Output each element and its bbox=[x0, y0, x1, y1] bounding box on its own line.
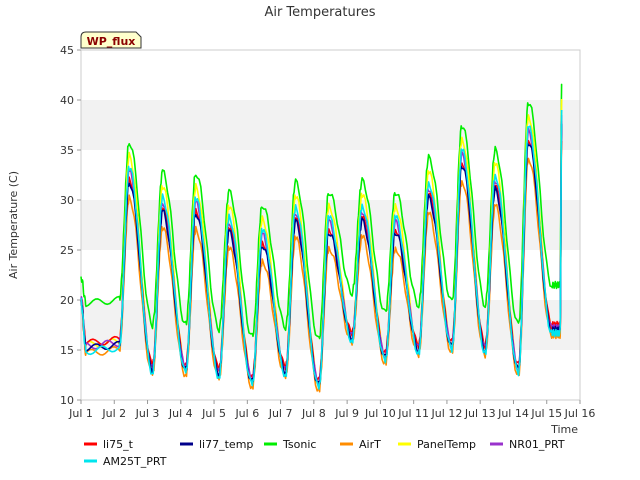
legend-item-tsonic: Tsonic bbox=[264, 438, 316, 451]
series-line-paneltemp bbox=[80, 98, 563, 384]
x-axis-label: Time bbox=[550, 423, 578, 436]
legend-label: AirT bbox=[359, 438, 381, 451]
legend-item-nr01-prt: NR01_PRT bbox=[490, 438, 565, 451]
series-layer bbox=[80, 83, 563, 393]
x-tick-label: Jul 2 bbox=[101, 407, 126, 420]
x-tick-label: Jul 5 bbox=[201, 407, 226, 420]
legend-label: li77_temp bbox=[199, 438, 253, 451]
plot-area bbox=[80, 49, 581, 401]
grid-band-0 bbox=[81, 300, 580, 350]
x-tick-label: Jul 13 bbox=[464, 407, 496, 420]
site-badge: WP_flux bbox=[80, 31, 142, 49]
x-tick-label: Jul 7 bbox=[268, 407, 293, 420]
legend-item-airt: AirT bbox=[340, 438, 381, 451]
y-axis-label: Air Temperature (C) bbox=[7, 171, 20, 279]
x-axis-ticks: Jul 1 Jul 2 Jul 3 Jul 4 Jul 5 Jul 6 Jul 7 Jul 8… bbox=[68, 400, 595, 420]
x-tick-label: Jul 1 bbox=[68, 407, 93, 420]
x-tick-label: Jul 8 bbox=[301, 407, 326, 420]
y-tick-label: 25 bbox=[60, 244, 74, 257]
y-tick-label: 45 bbox=[60, 44, 74, 57]
chart-title: Air Temperatures bbox=[264, 5, 375, 20]
y-tick-label: 30 bbox=[60, 194, 74, 207]
x-tick-label: Jul 11 bbox=[397, 407, 429, 420]
legend-label: li75_t bbox=[103, 438, 134, 451]
x-tick-label: Jul 16 bbox=[564, 407, 596, 420]
y-tick-label: 40 bbox=[60, 94, 74, 107]
legend-label: Tsonic bbox=[282, 438, 316, 451]
x-tick-label: Jul 10 bbox=[364, 407, 396, 420]
series-line-am25t-prt bbox=[80, 109, 563, 390]
series-line-airt bbox=[80, 140, 563, 393]
series-line-li77-temp bbox=[80, 123, 563, 385]
legend-item-am25t-prt: AM25T_PRT bbox=[84, 455, 167, 468]
x-tick-label: Jul 6 bbox=[234, 407, 259, 420]
x-tick-label: Jul 4 bbox=[168, 407, 193, 420]
legend-item-li75-t: li75_t bbox=[84, 438, 134, 451]
y-tick-label: 35 bbox=[60, 144, 74, 157]
x-tick-label: Jul 3 bbox=[135, 407, 160, 420]
y-tick-label: 10 bbox=[60, 394, 74, 407]
y-tick-label: 15 bbox=[60, 344, 74, 357]
legend-item-li77-temp: li77_temp bbox=[180, 438, 253, 451]
series-line-tsonic bbox=[80, 83, 563, 340]
site-badge-label: WP_flux bbox=[87, 35, 136, 48]
legend-label: AM25T_PRT bbox=[103, 455, 167, 468]
x-tick-label: Jul 15 bbox=[530, 407, 562, 420]
x-tick-label: Jul 14 bbox=[497, 407, 529, 420]
legend-item-paneltemp: PanelTemp bbox=[398, 438, 476, 451]
y-tick-label: 20 bbox=[60, 294, 74, 307]
x-tick-label: Jul 9 bbox=[334, 407, 359, 420]
legend: li75_t li77_temp Tsonic AirT PanelTemp NR01_P… bbox=[84, 438, 565, 468]
y-axis-ticks: 10 15 20 25 30 35 40 45 bbox=[60, 44, 81, 407]
legend-label: NR01_PRT bbox=[509, 438, 565, 451]
x-tick-label: Jul 12 bbox=[431, 407, 463, 420]
legend-label: PanelTemp bbox=[417, 438, 476, 451]
grid-band-2 bbox=[81, 100, 580, 150]
